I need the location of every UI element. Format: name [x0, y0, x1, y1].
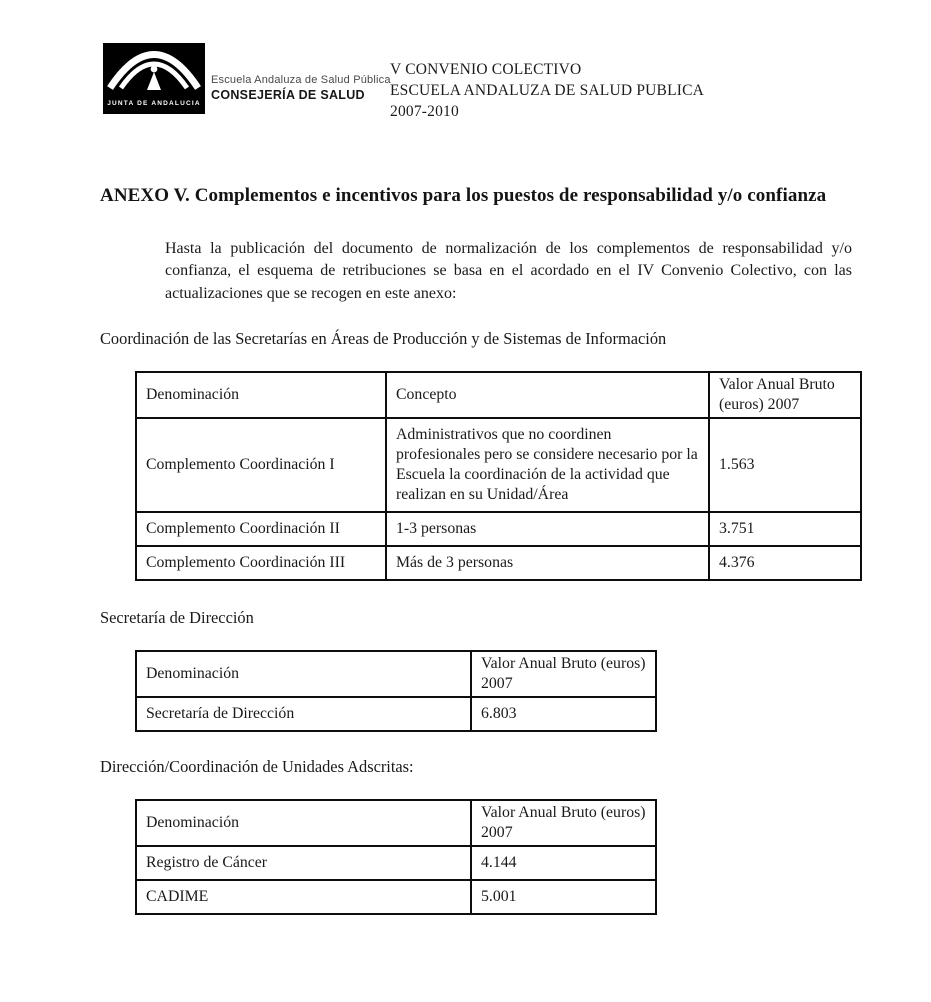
concepto-cell: Administrativos que no coordinen profesi… [385, 417, 710, 514]
denominacion-cell: Registro de Cáncer [135, 845, 472, 882]
logo-caption: JUNTA DE ANDALUCIA [107, 100, 201, 107]
valor-cell: 4.376 [708, 545, 862, 582]
doc-header-line: ESCUELA ANDALUZA DE SALUD PUBLICA [390, 82, 705, 99]
junta-arcs-icon [107, 51, 201, 90]
valor-cell: 3.751 [708, 511, 862, 548]
column-header: Denominación [135, 371, 387, 420]
valor-cell: 5.001 [470, 879, 657, 916]
coordinacion-table: Denominación Concepto Valor Anual Bruto … [135, 371, 862, 582]
column-header: Concepto [385, 371, 710, 420]
table-header-row: Denominación Valor Anual Bruto (euros) 2… [135, 650, 657, 699]
organization-block: Escuela Andaluza de Salud Pública CONSEJ… [211, 74, 391, 102]
table-row: Secretaría de Dirección 6.803 [135, 696, 657, 733]
column-header: Denominación [135, 650, 472, 699]
page-title: ANEXO V. Complementos e incentivos para … [100, 185, 827, 206]
concepto-cell: 1-3 personas [385, 511, 710, 548]
table-row: Registro de Cáncer 4.144 [135, 845, 657, 882]
organization-department: CONSEJERÍA DE SALUD [211, 88, 365, 102]
secretaria-table: Denominación Valor Anual Bruto (euros) 2… [135, 650, 657, 733]
doc-header-line: V CONVENIO COLECTIVO [390, 61, 582, 78]
denominacion-cell: Complemento Coordinación II [135, 511, 387, 548]
table-row: CADIME 5.001 [135, 879, 657, 916]
section-heading-unidades: Dirección/Coordinación de Unidades Adscr… [100, 757, 414, 777]
concepto-cell: Más de 3 personas [385, 545, 710, 582]
doc-header-line: 2007-2010 [390, 103, 459, 120]
column-header: Denominación [135, 799, 472, 848]
table-row: Complemento Coordinación III Más de 3 pe… [135, 545, 862, 582]
junta-andalucia-logo: JUNTA DE ANDALUCIA [103, 43, 205, 114]
table-row: Complemento Coordinación II 1-3 personas… [135, 511, 862, 548]
intro-paragraph: Hasta la publicación del documento de no… [165, 240, 852, 302]
denominacion-cell: CADIME [135, 879, 472, 916]
valor-cell: 4.144 [470, 845, 657, 882]
organization-name: Escuela Andaluza de Salud Pública [211, 74, 391, 86]
document-header-info: V CONVENIO COLECTIVO ESCUELA ANDALUZA DE… [390, 59, 704, 122]
table-header-row: Denominación Valor Anual Bruto (euros) 2… [135, 799, 657, 848]
section-heading-coordinacion: Coordinación de las Secretarías en Áreas… [100, 329, 667, 349]
column-header: Valor Anual Bruto (euros) 2007 [470, 799, 657, 848]
valor-cell: 1.563 [708, 417, 862, 514]
column-header: Valor Anual Bruto (euros) 2007 [470, 650, 657, 699]
unidades-table: Denominación Valor Anual Bruto (euros) 2… [135, 799, 657, 916]
valor-cell: 6.803 [470, 696, 657, 733]
table-row: Complemento Coordinación I Administrativ… [135, 417, 862, 514]
denominacion-cell: Secretaría de Dirección [135, 696, 472, 733]
table-header-row: Denominación Concepto Valor Anual Bruto … [135, 371, 862, 420]
document-content: ANEXO V. Complementos e incentivos para … [100, 183, 866, 916]
section-heading-secretaria: Secretaría de Dirección [100, 608, 254, 628]
column-header: Valor Anual Bruto (euros) 2007 [708, 371, 862, 420]
denominacion-cell: Complemento Coordinación I [135, 417, 387, 514]
denominacion-cell: Complemento Coordinación III [135, 545, 387, 582]
